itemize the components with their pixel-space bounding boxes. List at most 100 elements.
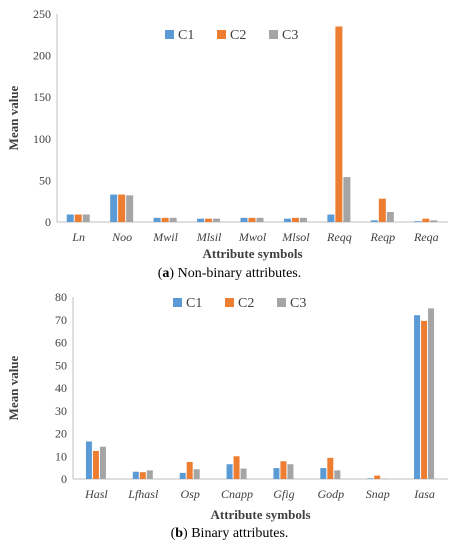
bar-c2-reqa — [422, 218, 430, 222]
caption-b: (b) Binary attributes. — [170, 526, 289, 541]
legend-swatch-c1 — [173, 298, 182, 307]
y-axis-title: Mean value — [6, 355, 21, 420]
bar-c1-reqq — [327, 214, 335, 222]
bar-c3-cnapp — [240, 468, 247, 479]
bar-c2-mlsil — [205, 218, 213, 222]
legend-label-c2: C2 — [238, 296, 254, 311]
y-tick-label: 50 — [39, 173, 51, 187]
x-tick-label: Mwol — [238, 230, 267, 244]
y-tick-label: 20 — [55, 427, 67, 441]
x-tick-label: Lfhasl — [127, 487, 159, 501]
legend-label-c3: C3 — [290, 296, 306, 311]
bar-c3-gfig — [287, 464, 294, 479]
x-tick-label: Reqq — [326, 230, 352, 244]
bar-c1-reqp — [370, 220, 378, 222]
bar-c1-mlsil — [197, 218, 205, 222]
bar-c1-osp — [179, 472, 186, 479]
legend-swatch-c2 — [225, 298, 234, 307]
bar-c1-godp — [320, 468, 327, 479]
y-tick-label: 30 — [55, 404, 67, 418]
bar-c3-hasl — [99, 446, 106, 479]
bar-c1-reqa — [414, 221, 422, 222]
x-tick-label: Mwil — [152, 230, 178, 244]
bar-c3-godp — [334, 470, 341, 479]
caption-a-text: Non-binary attributes. — [174, 266, 302, 281]
bar-c1-snap — [367, 478, 374, 479]
bar-c2-cnapp — [233, 456, 240, 479]
bar-c1-ln — [66, 214, 74, 222]
x-tick-label: Gfig — [273, 487, 294, 501]
bar-c3-reqp — [386, 212, 394, 222]
chart-a: 0 50 100 150 200 250 Ln Noo Mwil Mlsil Mwol Mlsol Re… — [6, 7, 448, 261]
y-tick-label: 100 — [33, 132, 51, 146]
bar-c3-reqq — [343, 177, 351, 222]
bar-c1-mlsol — [283, 218, 291, 222]
bar-c2-mwol — [248, 217, 256, 222]
legend-label-c2: C2 — [230, 28, 246, 43]
bar-c3-mwil — [169, 217, 177, 222]
bar-c1-lfhasl — [132, 471, 139, 479]
bar-c2-reqq — [335, 26, 343, 223]
legend-swatch-c3 — [269, 30, 278, 39]
bar-c3-lfhasl — [146, 470, 153, 479]
bar-c2-lfhasl — [139, 472, 146, 479]
x-tick-label: Snap — [366, 487, 390, 501]
x-tick-label: Mlsil — [196, 230, 222, 244]
bar-c2-noo — [118, 194, 126, 222]
bar-c2-mwil — [161, 217, 169, 222]
bar-c3-ln — [82, 214, 90, 222]
x-tick-label: Mlsol — [281, 230, 310, 244]
x-tick-label: Hasl — [84, 487, 108, 501]
bar-c2-snap — [374, 475, 381, 479]
x-tick-label: Cnapp — [221, 487, 253, 501]
caption-a-label: a — [162, 266, 170, 281]
bar-c1-cnapp — [226, 464, 233, 479]
bar-c3-osp — [193, 469, 200, 479]
bar-c2-ln — [74, 214, 82, 222]
bar-c1-gfig — [273, 468, 280, 479]
y-tick-label: 150 — [33, 90, 51, 104]
caption-a: (a) Non-binary attributes. — [157, 266, 302, 281]
y-tick-label: 10 — [55, 449, 67, 463]
y-tick-label: 200 — [33, 49, 51, 63]
y-tick-label: 0 — [61, 472, 67, 486]
bar-c3-iasa — [428, 308, 435, 479]
bar-c1-mwol — [240, 217, 248, 222]
bar-c2-mlsol — [291, 217, 299, 222]
bar-c2-reqp — [378, 198, 386, 222]
y-tick-label: 60 — [55, 336, 67, 350]
x-tick-label: Reqa — [413, 230, 439, 244]
legend-label-c3: C3 — [282, 28, 298, 43]
y-tick-label: 250 — [33, 7, 51, 21]
y-tick-label: 0 — [45, 215, 51, 229]
bar-c3-mwol — [256, 217, 264, 222]
legend-swatch-c1 — [165, 30, 174, 39]
x-tick-label: Noo — [111, 230, 132, 244]
bar-c3-mlsil — [213, 218, 221, 222]
bar-c3-mlsol — [299, 217, 307, 222]
x-tick-label: Godp — [317, 487, 344, 501]
bar-c1-iasa — [414, 315, 421, 479]
x-axis-title: Attribute symbols — [202, 246, 302, 261]
x-tick-label: Reqp — [370, 230, 396, 244]
bar-c2-osp — [186, 461, 193, 479]
bar-c3-reqa — [430, 220, 438, 222]
x-tick-label: Ln — [71, 230, 85, 244]
bar-c3-noo — [126, 195, 134, 222]
y-tick-label: 80 — [55, 290, 67, 304]
legend-label-c1: C1 — [178, 28, 194, 43]
bar-c2-gfig — [280, 461, 287, 479]
bar-c1-noo — [110, 194, 118, 222]
bar-c2-iasa — [421, 320, 428, 479]
bar-c1-mwil — [153, 217, 161, 222]
bar-c2-hasl — [92, 451, 99, 479]
legend-swatch-c2 — [217, 30, 226, 39]
y-tick-label: 50 — [55, 358, 67, 372]
x-tick-label: Osp — [181, 487, 200, 501]
x-tick-label: Iasa — [413, 487, 435, 501]
bar-c2-godp — [327, 457, 334, 479]
y-tick-label: 70 — [55, 313, 67, 327]
legend-swatch-c3 — [277, 298, 286, 307]
chart-b: 0 10 20 30 40 50 60 70 80 Hasl Lfhasl Osp Cnapp Gfig G… — [6, 290, 448, 522]
y-tick-label: 40 — [55, 381, 67, 395]
